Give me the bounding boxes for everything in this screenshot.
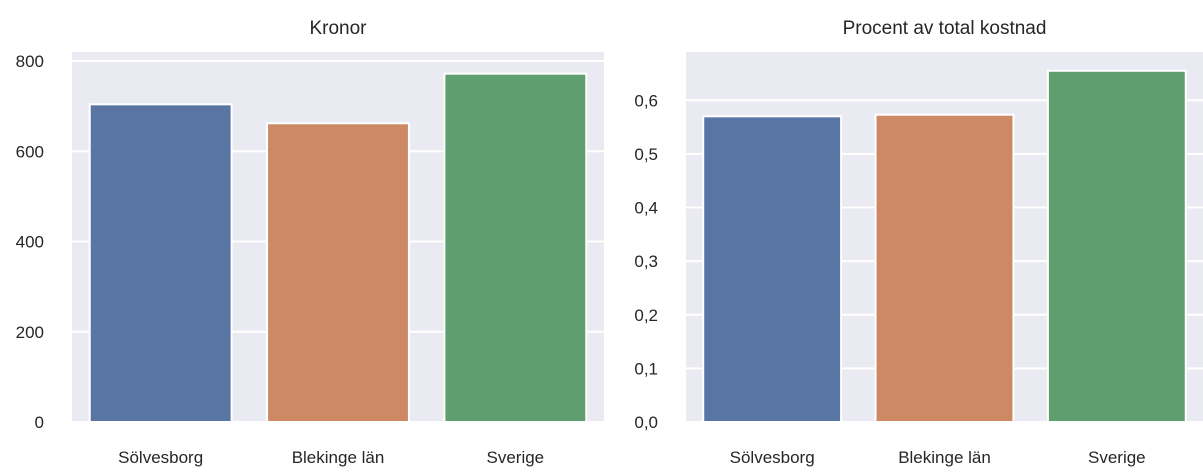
- y-tick-label: 400: [16, 233, 44, 252]
- y-tick-label: 0,1: [634, 359, 658, 378]
- chart-title: Procent av total kostnad: [843, 18, 1047, 39]
- bar-sverige: [443, 72, 588, 423]
- y-tick-label: 0,2: [634, 306, 658, 325]
- y-tick-label: 0,0: [634, 413, 658, 432]
- bar-sverige: [1046, 69, 1187, 423]
- y-tick-label: 0: [35, 413, 44, 432]
- x-tick-label: Blekinge län: [898, 448, 991, 467]
- x-tick-label: Blekinge län: [292, 448, 385, 467]
- x-tick-label: Sölvesborg: [730, 448, 815, 467]
- y-tick-label: 0,6: [634, 91, 658, 110]
- bar-s-lvesborg: [88, 103, 233, 423]
- chart-title: Kronor: [309, 18, 367, 39]
- y-tick-label: 200: [16, 323, 44, 342]
- y-tick-label: 600: [16, 142, 44, 161]
- x-tick-label: Sverige: [1088, 448, 1146, 467]
- y-tick-label: 0,3: [634, 252, 658, 271]
- bar-s-lvesborg: [702, 115, 843, 423]
- panel-procent: 0,0 0,1 0,2 0,3 0,4 0,5 0,6 Sölvesborg Blekinge …: [634, 18, 1203, 467]
- y-tick-label: 800: [16, 52, 44, 71]
- x-tick-label: Sölvesborg: [118, 448, 203, 467]
- bar-blekinge-l-n: [266, 122, 410, 423]
- x-tick-label: Sverige: [487, 448, 545, 467]
- panel-kronor: 0 200 400 600 800 Sölvesborg Blekinge län Sveri…: [16, 18, 604, 467]
- bar-blekinge-l-n: [874, 113, 1015, 423]
- y-tick-label: 0,4: [634, 199, 658, 218]
- y-tick-label: 0,5: [634, 145, 658, 164]
